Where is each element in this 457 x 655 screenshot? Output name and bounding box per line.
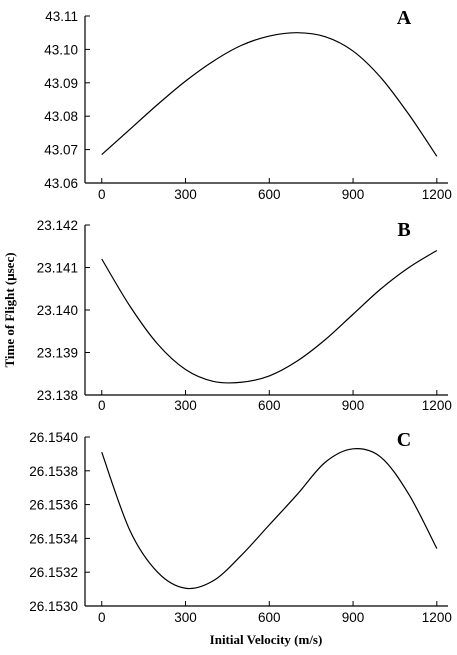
x-tick-label: 0 — [98, 610, 106, 625]
panel-a: 43.06 43.07 43.08 43.09 43.10 43.11 0 300 600 900… — [44, 7, 452, 202]
y-tick-label: 26.1532 — [29, 565, 78, 580]
y-tick-label: 23.139 — [37, 346, 78, 361]
x-tick-label: 1200 — [422, 187, 452, 202]
x-tick-label: 900 — [342, 398, 365, 413]
y-tick-label: 23.141 — [37, 261, 78, 276]
y-tick-label: 26.1534 — [29, 531, 78, 546]
y-tick-label: 43.08 — [44, 109, 78, 124]
y-tick-label: 43.10 — [44, 42, 78, 57]
x-tick-label: 600 — [258, 398, 281, 413]
series-line-c — [101, 448, 438, 590]
y-tick-label: 26.1536 — [29, 498, 78, 513]
y-tick-label: 26.1538 — [29, 464, 78, 479]
y-tick-label: 43.09 — [44, 76, 78, 91]
panel-b: 23.138 23.139 23.140 23.141 23.142 0 300 600 900… — [37, 218, 452, 413]
panel-label-b: B — [397, 219, 410, 241]
x-tick-label: 0 — [98, 187, 106, 202]
x-tick-label: 600 — [258, 610, 281, 625]
y-tick-label: 26.1540 — [29, 430, 78, 445]
x-tick-label: 600 — [258, 187, 281, 202]
y-tick-label: 23.138 — [37, 388, 78, 403]
y-tick-label: 26.1530 — [29, 599, 78, 614]
x-tick-label: 300 — [174, 610, 197, 625]
x-tick-label: 300 — [174, 187, 197, 202]
y-tick-label: 23.142 — [37, 218, 78, 233]
x-tick-label: 1200 — [422, 610, 452, 625]
y-axis-title: Time of Flight (μsec) — [2, 252, 17, 367]
x-tick-label: 300 — [174, 398, 197, 413]
y-tick-label: 43.07 — [44, 143, 78, 158]
x-tick-label: 1200 — [422, 398, 452, 413]
panels-group: 43.06 43.07 43.08 43.09 43.10 43.11 0 300 600 900… — [29, 7, 452, 625]
y-tick-label: 43.06 — [44, 176, 78, 191]
panel-label-a: A — [397, 7, 412, 29]
y-tick-label: 43.11 — [45, 9, 78, 24]
panel-c: 26.1530 26.1532 26.1534 26.1536 26.1538 26.15… — [29, 429, 452, 625]
x-tick-label: 0 — [98, 398, 106, 413]
x-axis-title: Initial Velocity (m/s) — [210, 632, 323, 647]
x-tick-label: 900 — [342, 187, 365, 202]
panel-label-c: C — [397, 429, 411, 451]
x-tick-label: 900 — [342, 610, 365, 625]
series-line-a — [101, 32, 438, 157]
y-tick-label: 23.140 — [37, 303, 78, 318]
series-line-b — [101, 249, 438, 384]
